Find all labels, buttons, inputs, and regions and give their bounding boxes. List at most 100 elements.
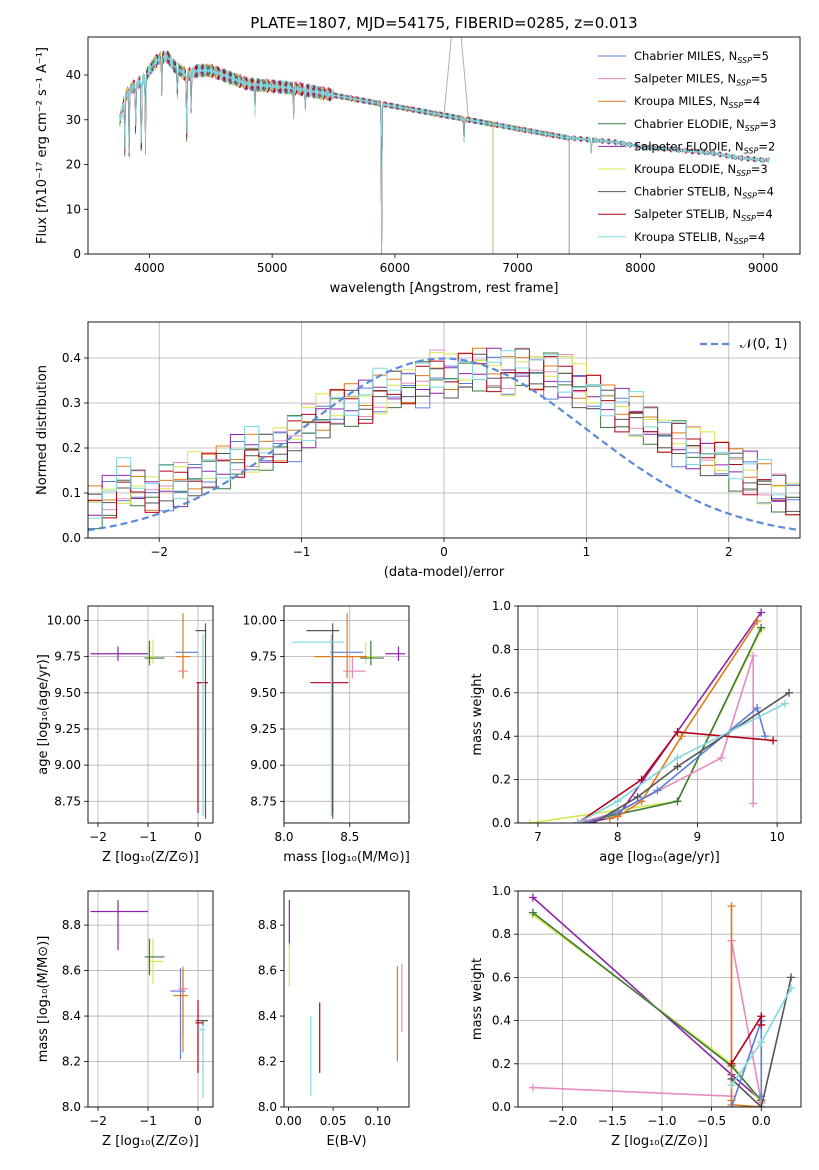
x-axis-label: wavelength [Angstrom, rest frame]	[330, 281, 559, 296]
x-tick-label: −2	[89, 1114, 107, 1128]
legend-text: Kroupa STELIB, N	[634, 230, 734, 244]
y-tick-label: 0.4	[492, 729, 511, 743]
x-tick-label: 5000	[257, 261, 288, 275]
legend-subscript: SSP	[745, 124, 760, 133]
y-tick-label: 8.6	[62, 964, 81, 978]
panel-spectrum: 4000 5000 6000 7000 8000 9000 0 10 20 30 40 wavelen…	[35, 14, 801, 296]
y-tick-label: 8.6	[258, 964, 277, 978]
plot-area-mass_vs_ebv	[288, 900, 403, 1096]
y-tick-label: 0.0	[492, 816, 511, 830]
legend-label: Chabrier ELODIE, NSSP=3	[634, 117, 776, 133]
weight-marker-chabrier_miles	[727, 1103, 736, 1107]
weight-marker-chabrier_miles	[753, 703, 762, 712]
weight-marker-salpeter_stelib	[727, 1059, 736, 1068]
weight-marker-salpeter_elodie	[528, 893, 537, 902]
legend-text: Salpeter MILES, N	[634, 72, 736, 86]
y-tick-label: 8.4	[258, 1009, 277, 1023]
legend-text: =4	[756, 207, 773, 221]
histogram-salpeter_stelib	[88, 352, 800, 519]
legend-subscript: SSP	[734, 237, 749, 246]
weight-marker-chabrier_elodie	[757, 623, 766, 632]
x-tick-label: −1	[139, 1114, 157, 1128]
x-tick-label: 9000	[748, 261, 779, 275]
y-axis-label: mass weight	[470, 958, 485, 1040]
x-tick-label: −1	[293, 545, 311, 559]
legend-label: Kroupa STELIB, NSSP=4	[634, 230, 765, 246]
y-tick-label: 9.50	[250, 686, 277, 700]
legend-text: =2	[758, 139, 775, 153]
y-tick-label: 8.75	[54, 794, 81, 808]
panel-weight_vs_age: 7 8 9 10 0.0 0.2 0.4 0.6 0.8 1.0 age [log₁₀(age/yr…	[470, 599, 802, 865]
weight-marker-chabrier_elodie	[673, 797, 682, 806]
panel-residuals: −2 −1 0 1 2 0.0 0.1 0.2 0.3 0.4 (data-model)/error…	[35, 321, 801, 580]
weight-line-salpeter_miles	[577, 655, 755, 823]
weight-marker-chabrier_stelib	[757, 1103, 766, 1107]
panel-mass_vs_Z: −2 −1 0 8.0 8.2 8.4 8.6 8.8 Z [log₁₀(Z/Z⊙)] mass …	[36, 890, 214, 1149]
x-tick-label: 0	[194, 1114, 202, 1128]
x-tick-label: 1	[583, 545, 591, 559]
y-tick-label: 9.25	[250, 722, 277, 736]
plot-area-mass_vs_Z	[90, 900, 208, 1098]
x-tick-label: 8000	[625, 261, 656, 275]
y-tick-label: 0.0	[492, 1100, 511, 1114]
y-tick-label: 10.00	[243, 613, 277, 627]
y-tick-label: 0.4	[492, 1014, 511, 1028]
x-tick-label: −1.5	[598, 1114, 627, 1128]
x-tick-label: −1.0	[647, 1114, 676, 1128]
x-tick-label: −2	[89, 830, 107, 844]
weight-marker-kroupa_stelib	[787, 984, 796, 993]
weight-line-chabrier_miles	[585, 706, 766, 823]
weight-marker-chabrier_miles	[653, 786, 662, 795]
x-tick-label: 7	[534, 830, 542, 844]
weight-marker-kroupa_miles	[753, 617, 762, 626]
y-tick-label: 8.8	[62, 918, 81, 932]
x-tick-label: 0.00	[275, 1114, 302, 1128]
y-tick-label: 9.00	[54, 758, 81, 772]
weight-marker-salpeter_miles	[749, 799, 758, 808]
weight-marker-chabrier_stelib	[787, 973, 796, 982]
x-axis-label: Z [log₁₀(Z/Z⊙)]	[102, 1134, 199, 1149]
weight-marker-kroupa_stelib	[573, 819, 582, 823]
weight-marker-chabrier_stelib	[589, 819, 598, 823]
x-tick-label: 0.10	[364, 1114, 391, 1128]
plot-area-age_vs_Z	[90, 613, 208, 819]
plot-area-age_vs_mass	[291, 613, 406, 819]
y-tick-label: 0.3	[62, 396, 81, 410]
weight-marker-kroupa_stelib	[673, 753, 682, 762]
y-tick-label: 0.6	[492, 970, 511, 984]
spectrum-line-salpeter_elodie	[119, 50, 494, 254]
x-tick-label: 10	[769, 830, 784, 844]
panel-weight_vs_Z: −2.0 −1.5 −1.0 −0.5 0.0 0.0 0.2 0.4 0.6 0.8 1.0 Z […	[470, 884, 802, 1149]
y-tick-label: 8.75	[250, 794, 277, 808]
x-tick-label: 0.05	[320, 1114, 347, 1128]
y-tick-label: 9.25	[54, 722, 81, 736]
panel-mass_vs_ebv: 0.00 0.05 0.10 8.0 8.2 8.4 8.6 8.8 E(B-V)	[258, 890, 410, 1149]
x-tick-label: 8.5	[340, 830, 359, 844]
x-axis-label: Z [log₁₀(Z/Z⊙)]	[102, 850, 199, 865]
legend-label-normal: 𝒩(0, 1)	[740, 337, 787, 352]
y-tick-label: 0.8	[492, 642, 511, 656]
x-axis-label: E(B-V)	[326, 1134, 366, 1149]
y-tick-label: 0.2	[62, 441, 81, 455]
legend-label: Chabrier MILES, NSSP=5	[634, 49, 769, 65]
legend-text: =4	[757, 185, 774, 199]
legend-text: Chabrier STELIB, N	[634, 185, 742, 199]
weight-marker-salpeter_miles	[749, 651, 758, 660]
weight-line-chabrier_stelib	[730, 977, 792, 1107]
weight-line-salpeter_elodie	[585, 612, 762, 823]
x-tick-label: 0	[194, 830, 202, 844]
legend-label: Kroupa MILES, NSSP=4	[634, 94, 760, 110]
axes-frame	[517, 890, 802, 1108]
weight-marker-chabrier_miles	[761, 732, 770, 741]
y-tick-label: 0.2	[492, 773, 511, 787]
histogram-kroupa_stelib	[88, 350, 800, 519]
weight-marker-kroupa_stelib	[781, 699, 790, 708]
y-tick-label: 8.0	[62, 1100, 81, 1114]
axes-frame	[87, 890, 214, 1108]
axes-frame	[87, 36, 801, 255]
x-axis-label: mass [log₁₀(M/M⊙)]	[283, 850, 410, 865]
spectrum-line-kroupa_elodie	[119, 52, 494, 254]
y-tick-label: 10	[66, 202, 81, 216]
y-tick-label: 0.0	[62, 531, 81, 545]
axes-frame	[87, 605, 214, 824]
